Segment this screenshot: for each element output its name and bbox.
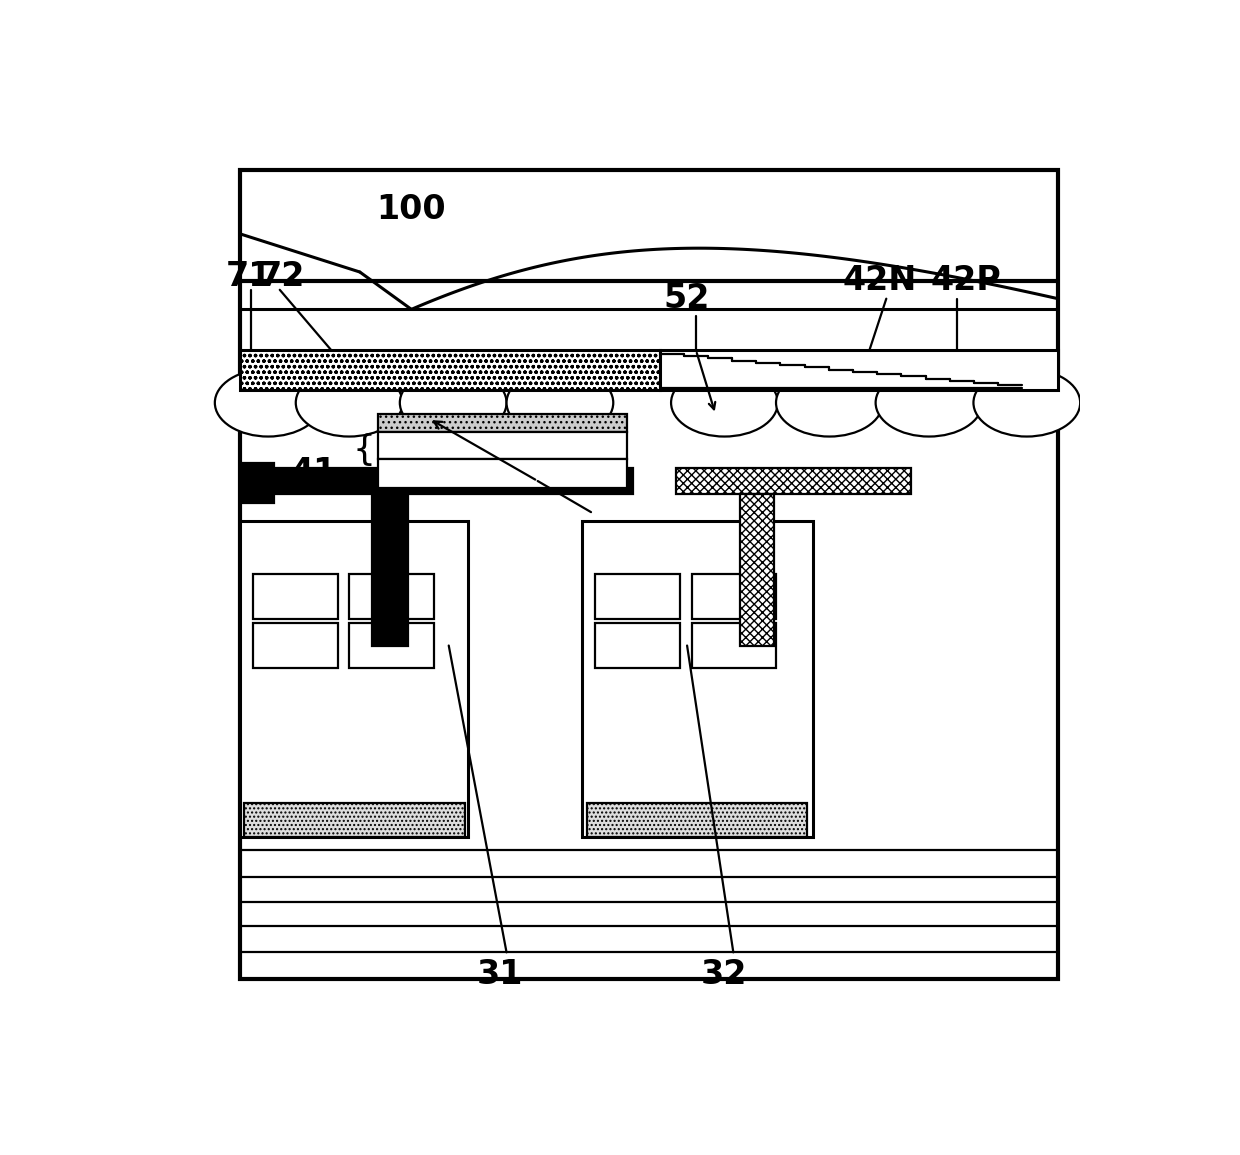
Bar: [595, 574, 680, 619]
Text: {: {: [352, 433, 376, 467]
Bar: [595, 624, 680, 668]
Ellipse shape: [399, 368, 507, 437]
Bar: [244, 803, 465, 836]
Text: 72: 72: [259, 260, 305, 293]
Bar: [378, 459, 626, 489]
Bar: [239, 468, 632, 494]
Text: 71: 71: [226, 260, 272, 293]
Ellipse shape: [875, 368, 982, 437]
Bar: [378, 432, 626, 459]
Bar: [253, 624, 337, 668]
Bar: [692, 624, 776, 668]
Bar: [372, 494, 408, 646]
Bar: [676, 468, 911, 494]
Text: 52: 52: [663, 282, 711, 315]
Bar: [378, 415, 626, 432]
Bar: [692, 574, 776, 619]
Ellipse shape: [776, 368, 883, 437]
Text: 31: 31: [477, 959, 523, 991]
Bar: [350, 574, 434, 619]
Bar: [740, 494, 774, 646]
Ellipse shape: [507, 368, 614, 437]
Text: 100: 100: [377, 193, 446, 226]
Bar: [239, 521, 469, 836]
Ellipse shape: [671, 368, 777, 437]
Text: 42N: 42N: [843, 264, 918, 297]
Bar: [253, 574, 337, 619]
Bar: [239, 463, 274, 504]
Ellipse shape: [973, 368, 1080, 437]
Bar: [587, 803, 807, 836]
Bar: [350, 624, 434, 668]
Bar: [582, 521, 813, 836]
Text: 41: 41: [290, 455, 337, 489]
Ellipse shape: [296, 368, 403, 437]
Text: 32: 32: [702, 959, 748, 991]
Text: 42P: 42P: [931, 264, 1002, 297]
Bar: [239, 350, 660, 390]
Ellipse shape: [215, 368, 321, 437]
Bar: [660, 350, 1058, 390]
